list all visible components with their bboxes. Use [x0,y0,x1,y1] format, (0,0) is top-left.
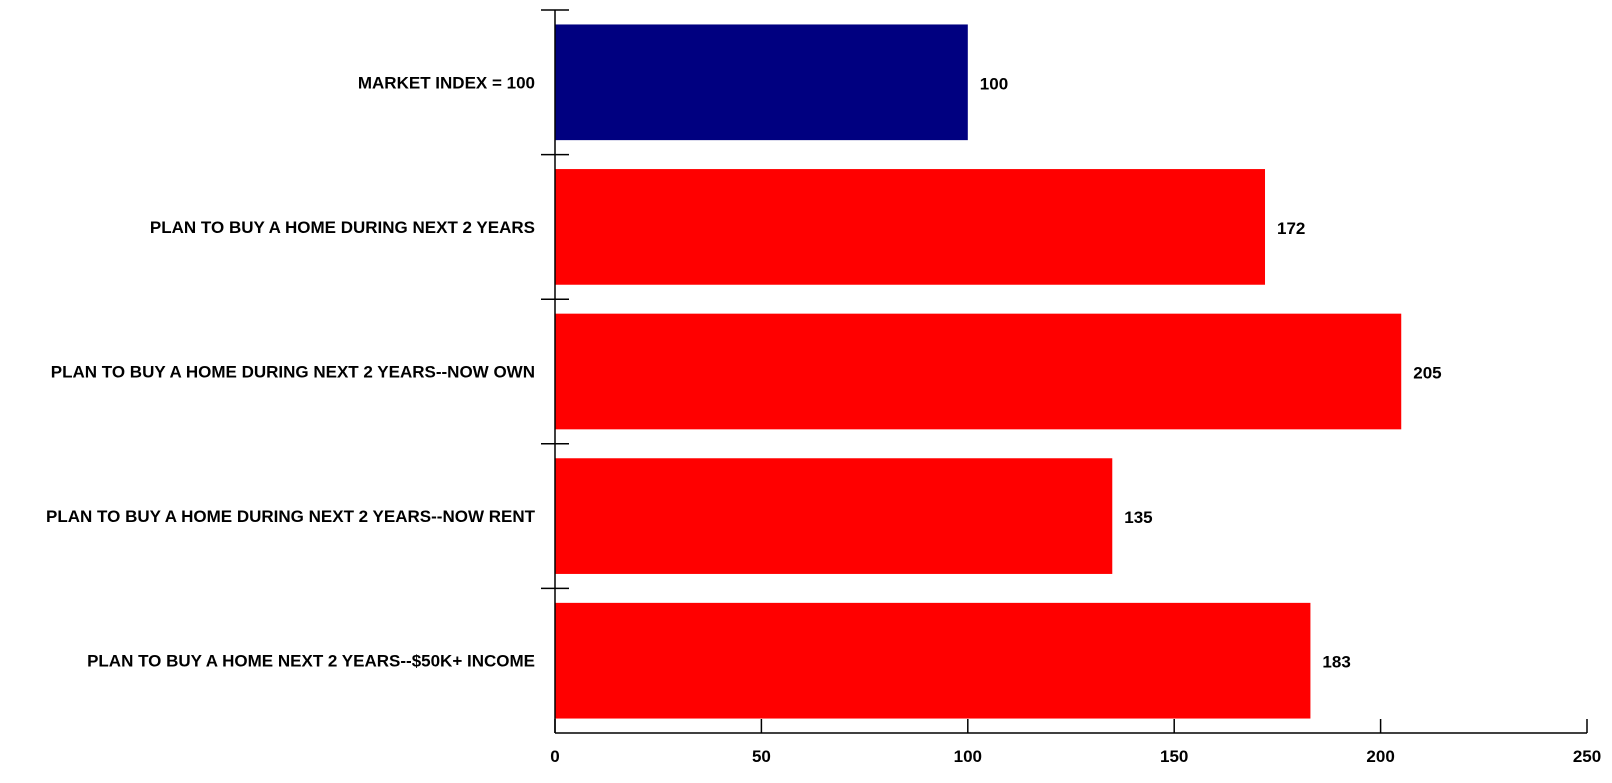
axes-layer [541,9,1588,734]
bars-layer [555,24,1402,719]
category-label-1: MARKET INDEX = 100 [358,73,535,92]
value-label-3: 205 [1413,364,1441,383]
bar-1 [555,24,968,141]
bar-4 [555,458,1113,574]
category-label-2: PLAN TO BUY A HOME DURING NEXT 2 YEARS [150,218,535,237]
category-label-5: PLAN TO BUY A HOME NEXT 2 YEARS--$50K+ I… [87,652,535,671]
labels-layer: MARKET INDEX = 100 100 PLAN TO BUY A HOME … [46,73,1601,766]
bar-5 [555,602,1311,719]
value-tick-label-50: 50 [752,747,771,766]
category-label-3: PLAN TO BUY A HOME DURING NEXT 2 YEARS--… [51,363,535,382]
value-tick-label-0: 0 [550,747,559,766]
value-label-5: 183 [1322,653,1350,672]
value-tick-label-100: 100 [954,747,982,766]
bar-2 [555,169,1266,285]
value-tick-label-200: 200 [1366,747,1394,766]
value-tick-label-150: 150 [1160,747,1188,766]
value-label-4: 135 [1124,508,1152,527]
value-label-1: 100 [980,74,1008,93]
value-label-2: 172 [1277,219,1305,238]
bar-3 [555,313,1402,430]
category-label-4: PLAN TO BUY A HOME DURING NEXT 2 YEARS--… [46,507,536,526]
value-tick-label-250: 250 [1573,747,1601,766]
